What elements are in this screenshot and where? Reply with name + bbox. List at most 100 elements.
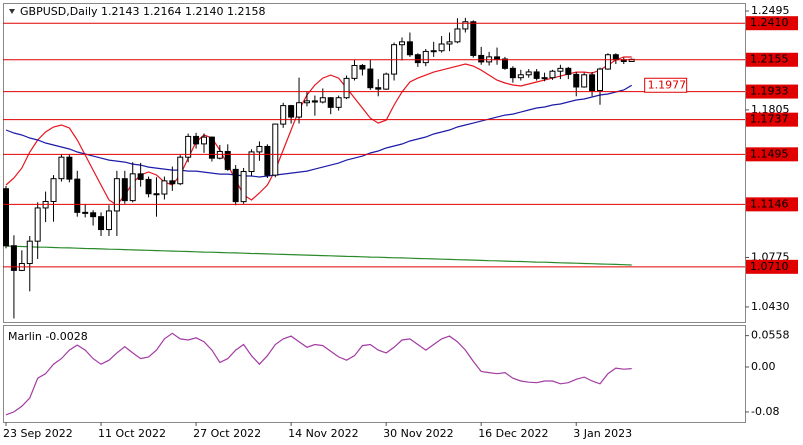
candle-body (240, 171, 247, 203)
candle-body (430, 50, 437, 53)
level-label: 1.1933 (750, 85, 789, 98)
candle-body (541, 77, 548, 80)
candle-body (462, 21, 469, 30)
candle-body (10, 245, 17, 271)
candle-body (303, 100, 310, 104)
candle-body (359, 64, 366, 70)
candle-body (454, 28, 461, 43)
candle-body (446, 41, 453, 45)
level-label: 1.2155 (750, 53, 789, 66)
candle-body (248, 151, 255, 173)
candle-body (367, 68, 374, 89)
candle-body (50, 178, 57, 202)
candle-body (66, 156, 73, 180)
candle-body (573, 73, 580, 88)
candle-body (470, 21, 477, 56)
candle-body (327, 97, 334, 108)
candle-body (137, 173, 144, 180)
ma-label-box (644, 77, 688, 93)
y-tick-label: 1.2495 (751, 4, 790, 17)
level-label-box (746, 52, 798, 67)
candle-body (224, 150, 231, 170)
symbol-icon (9, 9, 15, 14)
candle-body (343, 77, 350, 99)
level-label-box (746, 259, 798, 274)
candle-body (34, 207, 41, 242)
level-label-box (746, 197, 798, 212)
moving-average (5, 56, 632, 206)
candle-body (375, 87, 382, 90)
x-tick-label: 23 Sep 2022 (3, 427, 73, 440)
candle-body (296, 102, 303, 118)
candle-body (422, 50, 429, 64)
candle-body (494, 56, 501, 60)
level-label: 1.1146 (750, 197, 789, 210)
candle-body (201, 136, 207, 145)
x-tick-label: 27 Oct 2022 (193, 427, 261, 440)
candle-body (58, 156, 65, 180)
ma-label: 1.1977 (648, 78, 687, 91)
chart-title: GBPUSD,Daily 1.2143 1.2164 1.2140 1.2158 (20, 5, 265, 18)
candle-body (3, 188, 9, 247)
moving-average (5, 245, 632, 266)
y-tick-label: 0.00 (751, 360, 776, 373)
indicator-frame (3, 325, 746, 423)
candle-body (565, 67, 572, 75)
candle-body (82, 211, 89, 214)
candle-body (589, 74, 596, 92)
candle-body (311, 100, 318, 103)
y-tick-label: 1.0430 (751, 300, 790, 313)
candle-body (193, 135, 200, 145)
candle-body (288, 105, 295, 118)
level-label: 1.0710 (750, 260, 789, 273)
level-label-box (746, 112, 798, 127)
candle-body (525, 71, 532, 76)
candle-body (557, 67, 564, 72)
x-tick-label: 14 Nov 2022 (288, 427, 358, 440)
moving-average (5, 84, 633, 178)
level-label-box (746, 16, 798, 31)
candle-body (185, 135, 192, 158)
candle-body (438, 43, 445, 52)
candle-body (161, 180, 168, 195)
candle-body (406, 41, 413, 56)
candle-body (549, 70, 556, 79)
y-tick-label: -0.08 (751, 405, 779, 418)
candle-body (177, 156, 184, 185)
candle-body (26, 240, 33, 265)
candle-body (517, 74, 524, 79)
indicator-title: Marlin -0.0028 (8, 330, 88, 343)
x-tick-label: 30 Nov 2022 (383, 427, 453, 440)
y-tick-label: 0.0558 (751, 329, 790, 342)
candle-body (399, 41, 405, 46)
candle-body (383, 73, 390, 90)
candle-body (581, 74, 588, 88)
candle-body (98, 216, 105, 231)
level-label-box (746, 147, 798, 162)
candle-body (604, 54, 611, 70)
candle-body (335, 97, 342, 108)
candle-body (121, 178, 128, 202)
candle-body (612, 54, 619, 61)
candle-body (597, 68, 603, 92)
candle-body (256, 145, 263, 153)
candle-body (264, 145, 271, 176)
candle-body (533, 71, 540, 79)
candle-body (414, 54, 421, 64)
candle-body (105, 210, 112, 231)
x-tick-label: 3 Jan 2023 (573, 427, 632, 440)
candle-body (501, 58, 508, 69)
main-frame (3, 3, 746, 323)
oscillator-line (5, 332, 632, 416)
level-label: 1.2410 (750, 16, 789, 29)
candle-body (153, 193, 160, 196)
candle-body (232, 168, 239, 203)
candle-body (90, 212, 97, 218)
level-label: 1.1495 (750, 147, 789, 160)
candle-body (129, 173, 136, 202)
level-label-box (746, 84, 798, 99)
candle-body (145, 178, 152, 195)
candle-body (113, 178, 120, 212)
candle-body (208, 136, 215, 159)
